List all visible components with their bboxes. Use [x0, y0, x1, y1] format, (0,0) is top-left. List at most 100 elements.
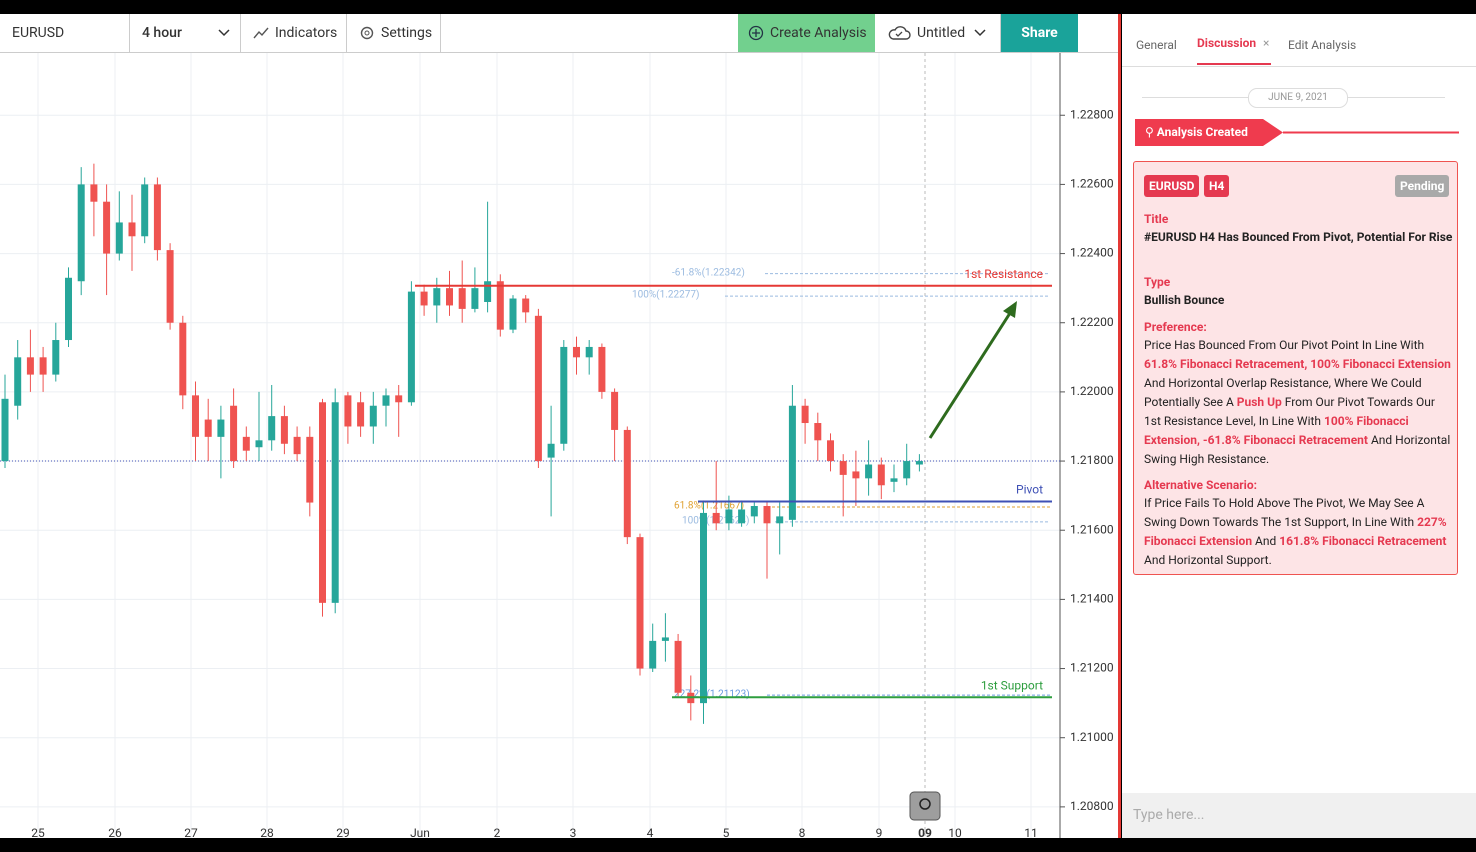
icon [888, 26, 911, 40]
x-tick-label: 5 [723, 826, 730, 838]
tab[interactable]: General [1136, 38, 1177, 52]
candle-body [865, 464, 873, 479]
title: #EURUSD H4 Has Bounced From Pivot, Poten… [1144, 230, 1453, 244]
tab-active[interactable]: Discussion [1197, 36, 1257, 50]
icon [360, 26, 374, 40]
candle-body [585, 346, 593, 358]
text-segment: 227% Fibonacci Extension [1144, 515, 1447, 548]
candle-body [395, 395, 403, 403]
text-segment: From Our Pivot Towards Our 1st Resistanc… [1144, 395, 1435, 428]
candle-body [39, 357, 47, 375]
candle-body [331, 402, 339, 603]
type: Bullish Bounce [1144, 293, 1225, 307]
interval-select[interactable]: 4 hour [130, 14, 241, 52]
candle-body [255, 440, 263, 448]
candle-body [649, 640, 657, 669]
candle-body [306, 436, 314, 503]
candle-body [230, 405, 238, 462]
y-tick-label: 1.21400 [1070, 592, 1114, 606]
candle-body [814, 423, 822, 441]
text-segment: 61.8% Fibonacci Retracement, 100% Fibona… [1144, 357, 1451, 371]
toolbar: EURUSD 4 hour Indicators Settings Create… [0, 14, 1118, 53]
candle-body [763, 506, 771, 524]
candle-body [496, 281, 504, 330]
label: Create Analysis [770, 25, 867, 41]
x-tick-label: 3 [570, 826, 577, 838]
tab[interactable]: Edit Analysis [1288, 38, 1357, 52]
candle-body [636, 537, 644, 669]
x-tick-label: 25 [31, 826, 45, 838]
create-analysis-button[interactable]: Create Analysis [738, 14, 875, 52]
level-label: 1st Support [981, 678, 1043, 692]
icon [253, 27, 269, 39]
candle-body [433, 288, 441, 306]
workspace-select[interactable]: Untitled [875, 14, 1001, 52]
candle-body [52, 340, 60, 375]
candle-body [192, 395, 199, 437]
symbol: EURUSD [12, 25, 65, 41]
candle-body [700, 512, 707, 704]
share-button[interactable]: Share [1001, 14, 1078, 52]
candle-body [738, 509, 746, 524]
candle-body [141, 184, 149, 237]
tab-close[interactable]: × [1263, 36, 1270, 50]
label: Preference: [1144, 320, 1207, 334]
label: Alternative Scenario: [1144, 478, 1258, 492]
text-segment: 161.8% Fibonacci Retracement [1279, 534, 1447, 548]
candle-body [915, 461, 923, 465]
candle-body [128, 222, 136, 237]
candle-body [484, 281, 492, 302]
message-input[interactable]: Type here... [1122, 793, 1476, 838]
candle-body [611, 391, 619, 430]
interval: 4 hour [142, 25, 182, 41]
placeholder: Type here... [1133, 807, 1205, 823]
candle-body [547, 443, 555, 458]
candle-body [674, 640, 682, 693]
candle-body [14, 357, 22, 406]
settings-button[interactable]: Settings [347, 14, 441, 52]
y-tick-label: 1.22400 [1070, 246, 1114, 260]
candle-body [268, 416, 276, 441]
ribbon: ⚲ Analysis Created [1135, 119, 1459, 146]
x-tick-label: 26 [108, 826, 122, 838]
x-tick-label: 4 [647, 826, 654, 838]
text-segment: And Horizontal Overlap Resistance, Where… [1144, 376, 1422, 409]
candle-body [293, 436, 301, 455]
candle-body [509, 298, 517, 330]
tag: EURUSD [1144, 175, 1200, 197]
candle-body [1, 398, 9, 462]
level-label: 1st Resistance [964, 267, 1043, 281]
label: Title [1144, 212, 1169, 226]
candle-body [471, 288, 479, 309]
tab-underline [1197, 63, 1271, 65]
candle-body [280, 416, 288, 444]
candle-body [242, 436, 250, 451]
x-tick-label: 27 [184, 826, 198, 838]
candle-body [319, 402, 326, 603]
candle-body [65, 277, 72, 341]
y-tick-label: 1.21600 [1070, 522, 1114, 536]
side-panel: General Discussion × Edit Analysis JUNE … [1122, 14, 1476, 838]
x-tick-label: 2 [494, 826, 501, 838]
candle-body [890, 478, 898, 482]
candle-body [153, 184, 161, 251]
text-segment: 100% Fibonacci Extension, -61.8% Fibonac… [1144, 414, 1409, 447]
y-tick-label: 1.21000 [1070, 730, 1114, 744]
candle-body [217, 419, 225, 437]
symbol-box[interactable]: EURUSD [0, 14, 130, 52]
chart: 1.20800 1.21000 1.21200 1.21400 1.21600 1.218… [0, 53, 1114, 840]
candle-body [725, 509, 733, 524]
analysis-card: EURUSD H4 Pending Title #EURUSD H4 Has B… [1133, 161, 1458, 575]
text-segment: Push Up [1236, 395, 1282, 409]
candle-body [788, 405, 796, 520]
candle-body [204, 419, 212, 437]
x-tick-label: 11 [1024, 826, 1038, 838]
candle-body [776, 516, 784, 524]
fib-label: -61.8%(1.22342) [672, 266, 745, 278]
candle-body [801, 405, 809, 424]
candle-body [598, 346, 606, 392]
indicators-button[interactable]: Indicators [241, 14, 347, 52]
x-tick-label: 9 [876, 826, 883, 838]
preference: Price Has Bounced From Our Pivot Point I… [1144, 336, 1454, 469]
